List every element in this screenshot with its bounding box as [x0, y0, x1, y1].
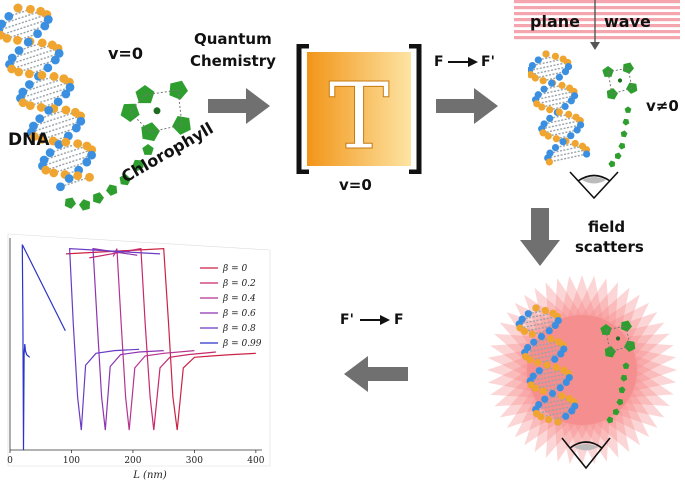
chlorophyll-molecule	[64, 80, 191, 211]
t-matrix: T	[296, 44, 422, 174]
eye-icon-bottom	[561, 437, 611, 470]
dna-label: DNA	[8, 130, 50, 150]
x-axis-label: L (nm)	[132, 470, 167, 481]
series-line	[89, 247, 216, 431]
x-tick-label: 400	[247, 456, 264, 466]
quantum-label: Quantum	[194, 30, 272, 48]
dna-helix	[0, 3, 97, 192]
legend-entry: β = 0.8	[222, 324, 256, 334]
f-label-top: F	[434, 54, 444, 70]
scatters-label: scatters	[575, 238, 644, 256]
v-zero-label-mid: v=0	[339, 176, 372, 194]
dna-chlorophyll-illustration	[0, 3, 191, 211]
arrow-down	[520, 208, 560, 266]
small-arrow-top	[448, 57, 478, 67]
legend-entry: β = 0.2	[222, 279, 256, 289]
fprime-label-top: F'	[481, 54, 495, 70]
molecule-top-right	[528, 50, 638, 168]
plane-label: plane	[530, 12, 580, 31]
series-line	[21, 244, 66, 451]
f-label-bottom: F	[394, 312, 404, 328]
plane-wave	[514, 0, 680, 50]
x-tick-label: 100	[63, 456, 80, 466]
arrow-right-1	[208, 88, 270, 124]
resonance-chart: β = 0 β = 0.2 β = 0.4 β = 0.6 β = 0.8 β = 0.9…	[7, 233, 271, 481]
v-zero-label-top: v=0	[108, 44, 143, 63]
legend-entry: β = 0.99	[222, 339, 262, 349]
x-tick-label: 200	[124, 456, 141, 466]
arrow-left	[344, 356, 408, 392]
field-label: field	[588, 218, 626, 236]
t-symbol: T	[328, 63, 389, 170]
legend-entry: β = 0.4	[222, 294, 256, 304]
x-tick-label: 300	[186, 456, 203, 466]
legend-entry: β = 0	[222, 264, 247, 274]
legend-entry: β = 0.6	[222, 309, 256, 319]
series-line	[112, 248, 195, 431]
wave-label: wave	[604, 12, 651, 31]
chemistry-label: Chemistry	[190, 52, 276, 70]
scattered-field	[487, 275, 677, 465]
series-line	[92, 247, 164, 431]
v-nonzero-label: v≠0	[646, 97, 679, 115]
arrow-right-2	[436, 88, 498, 124]
eye-icon-top	[569, 171, 619, 200]
x-tick-label: 0	[7, 456, 13, 466]
small-arrow-bottom	[360, 315, 390, 325]
fprime-label-bottom: F'	[340, 312, 354, 328]
series-line	[65, 247, 256, 431]
series-line	[68, 247, 161, 431]
